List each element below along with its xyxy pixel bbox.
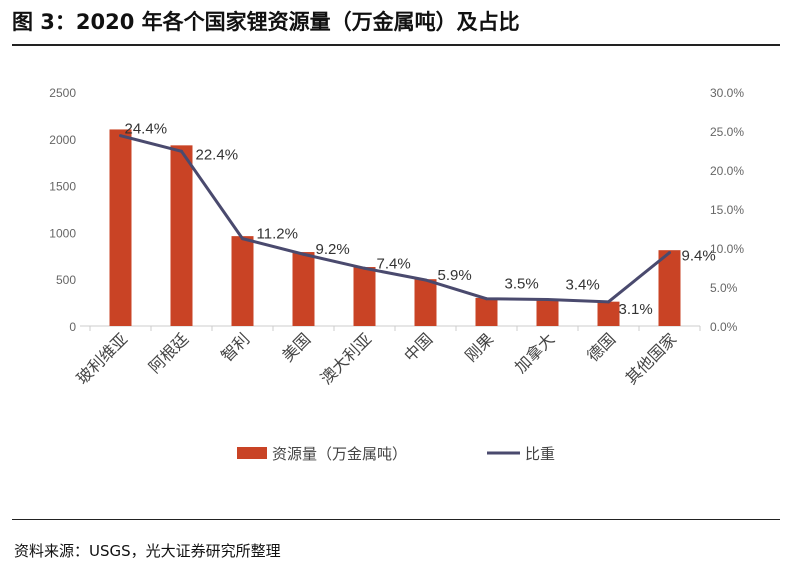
x-tick-label: 澳大利亚 [317, 329, 376, 388]
x-tick-label: 中国 [400, 329, 436, 365]
line-point [119, 134, 122, 138]
x-tick-label: 刚果 [461, 329, 497, 365]
x-tick-label: 加拿大 [511, 329, 558, 376]
y-left-tick-label: 2500 [49, 86, 76, 100]
line-point [180, 149, 183, 153]
bar [170, 145, 193, 326]
data-label: 11.2% [257, 226, 298, 243]
legend-bar-label: 资源量（万金属吨） [272, 445, 407, 463]
line-point [363, 266, 366, 270]
line-point [607, 300, 610, 304]
x-tick-label: 美国 [278, 329, 314, 365]
x-tick-label: 德国 [583, 329, 619, 365]
data-label: 9.2% [316, 241, 350, 258]
data-label: 3.5% [505, 276, 539, 293]
y-right-tick-label: 30.0% [710, 86, 744, 100]
y-left-tick-label: 1500 [49, 180, 76, 194]
bar [109, 129, 132, 326]
source-note: 资料来源：USGS，光大证券研究所整理 [14, 542, 281, 560]
data-label: 3.1% [619, 301, 653, 318]
figure-title: 图 3：2020 年各个国家锂资源量（万金属吨）及占比 [12, 10, 520, 34]
bar [292, 252, 315, 326]
bar [414, 279, 437, 326]
legend-bar-swatch [237, 447, 267, 459]
bottom-divider [12, 519, 780, 520]
chart: 0 500 1000 1500 2000 2500 0.0% 5.0% 10.0% 15.0% 20… [49, 86, 744, 463]
y-right-tick-label: 0.0% [710, 320, 738, 334]
data-label: 9.4% [682, 248, 716, 265]
y-left-tick-label: 1000 [49, 226, 76, 240]
y-right-tick-label: 20.0% [710, 164, 744, 178]
x-tick-label: 玻利维亚 [73, 329, 132, 388]
bar [353, 267, 376, 326]
line-point [424, 278, 427, 282]
bar [475, 297, 498, 326]
y-left-tick-label: 0 [69, 320, 76, 334]
legend-line-label: 比重 [525, 445, 555, 463]
bar [597, 301, 620, 326]
y-right-tick-label: 10.0% [710, 242, 744, 256]
bar [231, 236, 254, 326]
x-tick-label: 阿根廷 [145, 329, 192, 376]
line-point [485, 297, 488, 301]
line-point [302, 252, 305, 256]
x-tick-label: 其他国家 [622, 329, 681, 388]
line-point [668, 251, 671, 255]
data-label: 7.4% [377, 255, 411, 272]
data-label: 22.4% [196, 146, 239, 163]
ratio-line [120, 134, 671, 304]
y-left-tick-label: 2000 [49, 133, 76, 147]
y-left-tick-label: 500 [56, 273, 76, 287]
data-label: 24.4% [125, 121, 168, 138]
data-label: 3.4% [566, 276, 600, 293]
y-right-tick-label: 25.0% [710, 125, 744, 139]
line-point [241, 237, 244, 241]
y-right-tick-label: 15.0% [710, 203, 744, 217]
bar [658, 250, 681, 326]
bar [536, 298, 559, 326]
y-right-tick-label: 5.0% [710, 281, 738, 295]
line-point [546, 297, 549, 301]
top-divider [12, 44, 780, 46]
data-label: 5.9% [438, 267, 472, 284]
x-tick-label: 智利 [217, 329, 253, 365]
